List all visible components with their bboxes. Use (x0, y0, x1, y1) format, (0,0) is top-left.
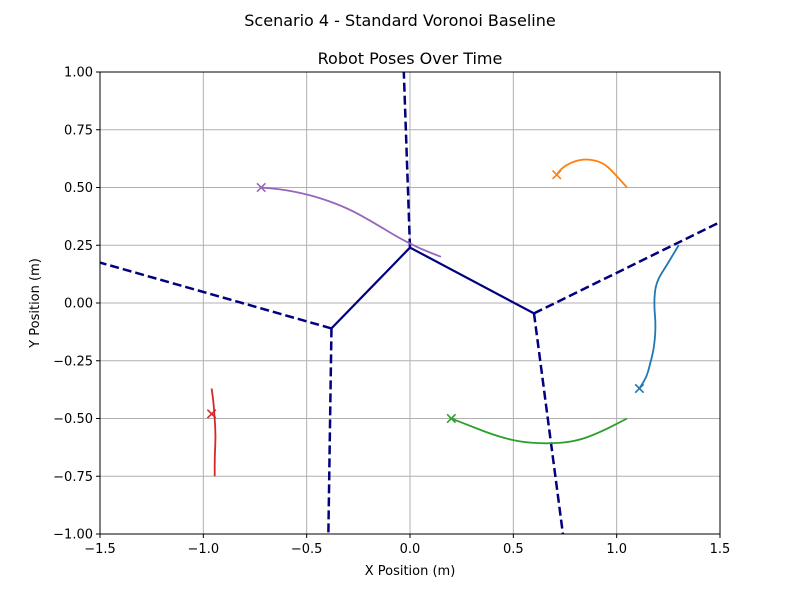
x-tick-label: −0.5 (291, 542, 323, 557)
voronoi-dashed-edge (402, 72, 412, 248)
y-tick-label: −0.50 (53, 412, 93, 427)
robot-position-marker-3 (446, 413, 457, 424)
figure-suptitle: Scenario 4 - Standard Voronoi Baseline (244, 11, 555, 30)
robot-position-marker-4 (206, 409, 217, 419)
x-tick-label: 1.0 (606, 542, 627, 557)
voronoi-dashed-edge (532, 313, 565, 534)
y-tick-label: −0.25 (53, 354, 93, 369)
voronoi-dashed-edge (533, 221, 720, 315)
y-tick-label: 0.00 (64, 297, 93, 312)
y-tick-label: 1.00 (64, 66, 93, 81)
robot-trajectories (206, 158, 680, 477)
voronoi-solid-edge (330, 246, 411, 330)
chart-title: Robot Poses Over Time (318, 49, 503, 68)
y-axis-ticks: −1.00 −0.75 −0.50 −0.25 0.00 0.25 0.50 0.75 1.00 (53, 66, 100, 543)
x-tick-label: 0.0 (400, 542, 421, 557)
voronoi-dashed-edge (100, 261, 332, 330)
x-axis-ticks: −1.5 −1.0 −0.5 0.0 0.5 1.0 1.5 (84, 534, 730, 557)
robot-position-marker-1 (634, 383, 645, 394)
x-tick-label: −1.5 (84, 542, 116, 557)
x-tick-label: 0.5 (503, 542, 524, 557)
robot-trajectory-3 (451, 417, 628, 445)
robot-trajectory-1 (638, 244, 680, 389)
y-axis-label: Y Position (m) (28, 258, 43, 349)
y-tick-label: 0.75 (64, 123, 93, 138)
x-axis-label: X Position (m) (365, 564, 456, 579)
robot-trajectory-2 (556, 158, 628, 189)
voronoi-edges (100, 72, 720, 534)
robot-position-marker-5 (256, 182, 266, 193)
x-tick-label: 1.5 (710, 542, 731, 557)
robot-trajectory-4 (210, 388, 217, 477)
robot-trajectory-5 (261, 186, 442, 258)
y-tick-label: −1.00 (53, 528, 93, 543)
robot-position-marker-2 (551, 170, 562, 180)
voronoi-dashed-edge (327, 328, 333, 534)
y-tick-label: −0.75 (53, 470, 93, 485)
grid-lines (99, 71, 721, 535)
x-tick-label: −1.0 (188, 542, 220, 557)
y-tick-label: 0.50 (64, 181, 93, 196)
y-tick-label: 0.25 (64, 239, 93, 254)
voronoi-solid-edge (409, 246, 535, 315)
